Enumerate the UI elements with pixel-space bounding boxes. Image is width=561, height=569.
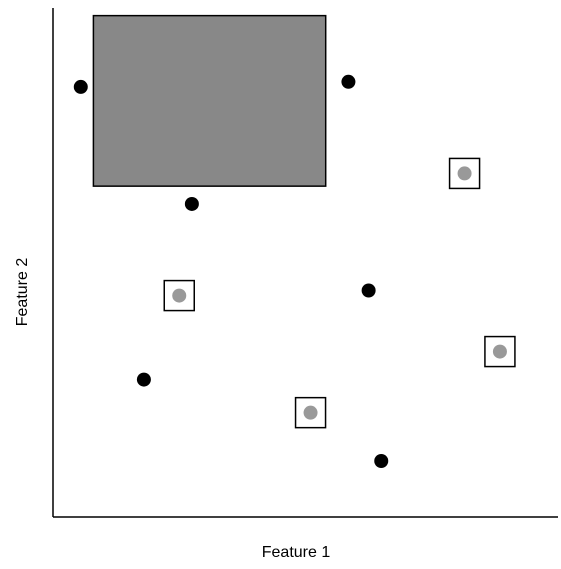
boxed-point xyxy=(294,396,327,429)
black-point xyxy=(184,196,199,211)
black-point xyxy=(136,372,151,387)
region-layer xyxy=(92,14,327,187)
gray-point xyxy=(303,405,318,420)
plot-area xyxy=(73,14,516,469)
gray-point xyxy=(457,166,472,181)
highlight-region xyxy=(92,14,327,187)
y-axis-label: Feature 2 xyxy=(14,258,31,327)
x-axis-label: Feature 1 xyxy=(262,544,331,561)
black-point xyxy=(361,283,376,298)
black-point xyxy=(73,79,88,94)
boxed-point xyxy=(484,335,516,368)
boxed-point xyxy=(163,279,195,312)
gray-point xyxy=(172,288,187,303)
gray-point xyxy=(492,344,507,359)
boxed-point xyxy=(448,157,481,190)
series-layer xyxy=(73,74,516,469)
black-point xyxy=(374,454,389,469)
black-point xyxy=(341,74,356,89)
